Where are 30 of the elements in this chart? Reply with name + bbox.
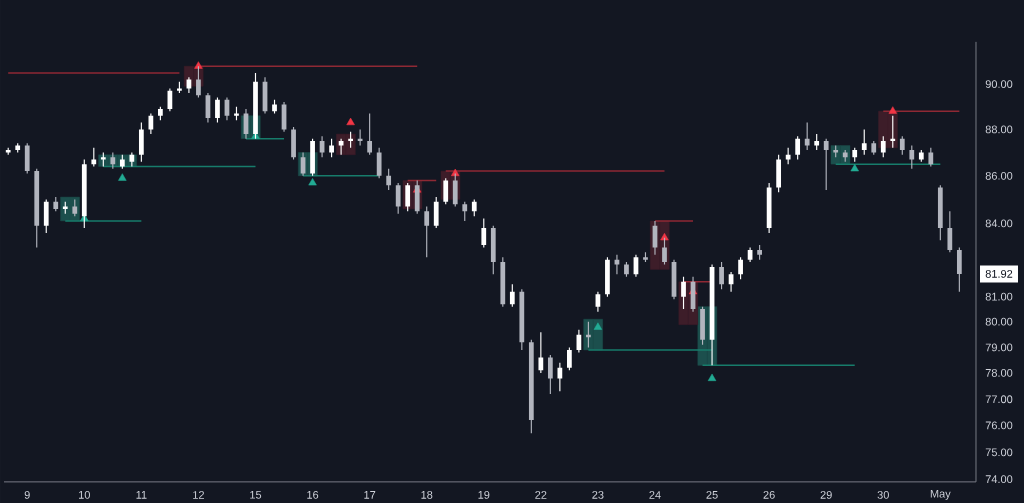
x-tick-label: 17 xyxy=(364,491,376,499)
y-tick-label: 80.00 xyxy=(985,317,1013,326)
x-tick-label: 26 xyxy=(763,490,775,499)
x-tick-label: 25 xyxy=(706,490,718,499)
x-tick-label: 12 xyxy=(193,491,204,499)
y-tick-label: 88.00 xyxy=(985,125,1013,134)
y-tick-label: 84.00 xyxy=(985,219,1013,228)
x-tick-label: 16 xyxy=(307,490,319,499)
x-tick-label: 18 xyxy=(421,490,433,499)
y-tick-label: 77.00 xyxy=(985,395,1013,404)
y-tick-label: 90.00 xyxy=(985,80,1013,88)
x-tick-label: 22 xyxy=(535,491,547,499)
y-tick-label: 79.00 xyxy=(985,343,1013,352)
y-tick-label: 76.00 xyxy=(985,421,1013,430)
x-tick-label: May xyxy=(930,489,951,500)
x-tick-label: 24 xyxy=(649,491,661,499)
x-tick-label: 10 xyxy=(79,490,90,499)
y-tick-label: 74.00 xyxy=(985,475,1013,484)
x-tick-label: 19 xyxy=(478,490,490,499)
x-tick-label: 15 xyxy=(250,491,262,499)
y-tick-label: 86.00 xyxy=(985,171,1013,180)
text: 81.92 xyxy=(985,270,1013,278)
x-tick-label: 29 xyxy=(820,490,832,499)
x-tick-label: 9 xyxy=(24,490,30,499)
y-tick-label: 78.00 xyxy=(985,369,1013,377)
x-tick-label: 23 xyxy=(592,490,604,499)
y-tick-label: 75.00 xyxy=(985,448,1013,457)
y-tick-label: 81.00 xyxy=(985,292,1013,301)
x-tick-label: 30 xyxy=(877,490,889,499)
x-tick-label: 11 xyxy=(136,491,147,499)
